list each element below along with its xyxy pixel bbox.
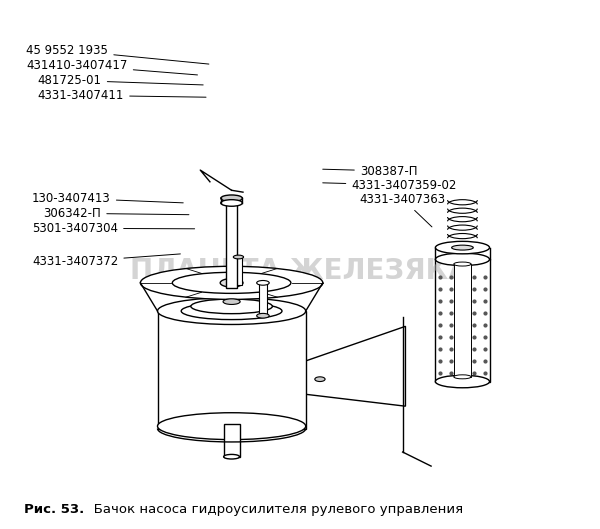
Bar bbox=[224, 424, 239, 457]
Ellipse shape bbox=[224, 454, 239, 459]
Bar bbox=[235, 257, 242, 285]
Ellipse shape bbox=[436, 375, 490, 388]
Bar bbox=[226, 198, 237, 288]
Text: 4331-3407411: 4331-3407411 bbox=[38, 89, 206, 102]
Polygon shape bbox=[297, 326, 406, 406]
Ellipse shape bbox=[257, 280, 269, 285]
Text: 4331-3407363: 4331-3407363 bbox=[360, 193, 446, 227]
Ellipse shape bbox=[223, 299, 240, 305]
Ellipse shape bbox=[454, 262, 471, 266]
Text: 308387-П: 308387-П bbox=[323, 165, 418, 178]
Ellipse shape bbox=[436, 253, 490, 266]
Ellipse shape bbox=[452, 245, 473, 250]
Ellipse shape bbox=[436, 241, 490, 254]
Ellipse shape bbox=[140, 266, 323, 299]
Ellipse shape bbox=[221, 195, 242, 202]
Bar bbox=[259, 283, 267, 316]
Ellipse shape bbox=[233, 255, 244, 259]
Ellipse shape bbox=[221, 199, 242, 206]
Text: 5301-3407304: 5301-3407304 bbox=[32, 222, 194, 235]
Text: 4331-3407359-02: 4331-3407359-02 bbox=[323, 179, 457, 191]
Text: 45 9552 1935: 45 9552 1935 bbox=[26, 44, 209, 64]
Ellipse shape bbox=[220, 279, 243, 287]
Bar bbox=[436, 259, 490, 381]
Text: Рис. 53.: Рис. 53. bbox=[24, 503, 84, 516]
Ellipse shape bbox=[454, 375, 471, 379]
Ellipse shape bbox=[315, 377, 325, 381]
Ellipse shape bbox=[157, 298, 306, 324]
Text: Бачок насоса гидроусилителя рулевого управления: Бачок насоса гидроусилителя рулевого упр… bbox=[81, 503, 463, 516]
Text: 431410-3407417: 431410-3407417 bbox=[26, 59, 197, 75]
Text: 130-3407413: 130-3407413 bbox=[32, 192, 183, 205]
Text: ПЛАНЕТА ЖЕЛЕЗЯКА: ПЛАНЕТА ЖЕЛЕЗЯКА bbox=[130, 257, 470, 285]
Ellipse shape bbox=[172, 272, 291, 294]
Ellipse shape bbox=[257, 313, 269, 318]
Ellipse shape bbox=[157, 413, 306, 440]
Text: 4331-3407372: 4331-3407372 bbox=[32, 254, 181, 268]
Ellipse shape bbox=[191, 299, 272, 314]
Text: 306342-П: 306342-П bbox=[44, 207, 189, 220]
Bar bbox=[157, 311, 306, 428]
Text: 481725-01: 481725-01 bbox=[38, 74, 203, 87]
Bar bbox=[454, 264, 471, 377]
Ellipse shape bbox=[181, 303, 282, 320]
